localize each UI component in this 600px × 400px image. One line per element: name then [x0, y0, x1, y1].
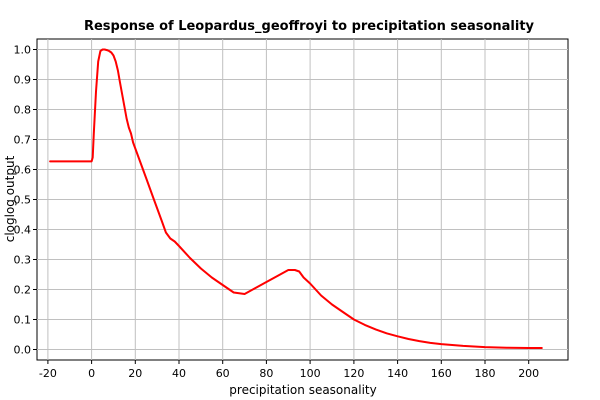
y-tick-label: 0.7 — [14, 134, 32, 147]
y-tick-label: 0.9 — [14, 74, 32, 87]
x-tick-label: 120 — [343, 367, 364, 380]
x-tick-label: 40 — [172, 367, 186, 380]
x-tick-label: 200 — [518, 367, 539, 380]
y-tick-label: 0.0 — [14, 344, 32, 357]
chart-title: Response of Leopardus_geoffroyi to preci… — [84, 19, 535, 34]
series-layer — [49, 48, 543, 349]
x-tick-label: 180 — [475, 367, 496, 380]
y-tick-label: 0.3 — [14, 254, 32, 267]
y-axis-label: cloglog output — [3, 155, 17, 242]
x-tick-label: 60 — [216, 367, 230, 380]
x-tick-label: 80 — [259, 367, 273, 380]
axis-ticks: -20 0 20 40 60 80 100 120 140 160 180 200 0.0 0.1 0.2 0… — [14, 44, 540, 381]
x-tick-label: 140 — [387, 367, 408, 380]
y-tick-label: 0.5 — [14, 194, 32, 207]
y-tick-label: 0.6 — [14, 164, 32, 177]
y-tick-label: 0.2 — [14, 284, 32, 297]
x-tick-label: 0 — [88, 367, 95, 380]
response-line — [49, 48, 543, 349]
x-tick-label: 20 — [128, 367, 142, 380]
y-tick-label: 0.4 — [14, 224, 32, 237]
x-tick-label: 160 — [431, 367, 452, 380]
x-tick-label: 100 — [300, 367, 321, 380]
x-axis-label: precipitation seasonality — [229, 383, 376, 397]
y-tick-label: 0.1 — [14, 314, 32, 327]
x-tick-label: -20 — [39, 367, 57, 380]
y-tick-label: 0.8 — [14, 104, 32, 117]
y-tick-label: 1.0 — [14, 44, 32, 57]
